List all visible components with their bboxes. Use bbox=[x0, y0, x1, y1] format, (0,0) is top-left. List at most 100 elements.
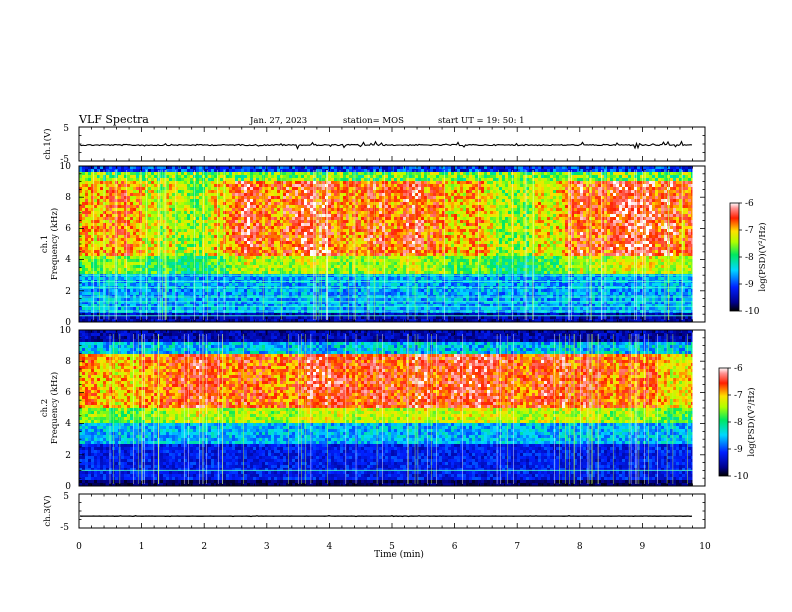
spectrogram-cell bbox=[247, 169, 250, 172]
ch1-spectrogram-image bbox=[79, 166, 705, 322]
spectrogram-cell bbox=[322, 184, 325, 187]
spectrogram-cell bbox=[244, 178, 247, 181]
spectrogram-cell bbox=[292, 268, 295, 271]
spectrogram-cell bbox=[127, 307, 130, 310]
spectrogram-cell bbox=[322, 169, 325, 172]
spectrogram-cell bbox=[100, 205, 103, 208]
spectrogram-cell bbox=[94, 208, 97, 211]
spectrogram-cell bbox=[202, 205, 205, 208]
spectrogram-cell bbox=[286, 277, 289, 280]
spectrogram-cell bbox=[136, 271, 139, 274]
spectrogram-cell bbox=[346, 283, 349, 286]
spectrogram-cell bbox=[304, 247, 307, 250]
spectrogram-cell bbox=[343, 253, 346, 256]
spectrogram-cell bbox=[328, 298, 331, 301]
spectrogram-cell bbox=[280, 211, 283, 214]
spectrogram-cell bbox=[220, 238, 223, 241]
spectrogram-cell bbox=[256, 262, 259, 265]
spectrogram-cell bbox=[235, 307, 238, 310]
spectrogram-cell bbox=[211, 244, 214, 247]
spectrogram-cell bbox=[214, 202, 217, 205]
spectrogram-cell bbox=[169, 178, 172, 181]
spectrogram-cell bbox=[196, 259, 199, 262]
spectrogram-cell bbox=[292, 172, 295, 175]
spectrogram-cell bbox=[256, 316, 259, 319]
spectrogram-cell bbox=[277, 223, 280, 226]
spectrogram-cell bbox=[169, 217, 172, 220]
spectrogram-cell bbox=[112, 175, 115, 178]
spectrogram-cell bbox=[148, 181, 151, 184]
spectrogram-cell bbox=[112, 271, 115, 274]
spectrogram-cell bbox=[223, 253, 226, 256]
spectrogram-cell bbox=[184, 172, 187, 175]
spectrogram-cell bbox=[118, 208, 121, 211]
spectrogram-cell bbox=[169, 181, 172, 184]
spectrogram-cell bbox=[178, 316, 181, 319]
spectrogram-cell bbox=[121, 283, 124, 286]
spectrogram-cell bbox=[268, 268, 271, 271]
spectrogram-cell bbox=[259, 196, 262, 199]
spectrogram-cell bbox=[319, 298, 322, 301]
spectrogram-cell bbox=[253, 217, 256, 220]
spectrogram-cell bbox=[229, 196, 232, 199]
spectrogram-cell bbox=[265, 193, 268, 196]
spectrogram-cell bbox=[169, 211, 172, 214]
spectrogram-cell bbox=[187, 265, 190, 268]
spectrogram-cell bbox=[307, 220, 310, 223]
spectrogram-cell bbox=[139, 256, 142, 259]
spectrogram-cell bbox=[271, 283, 274, 286]
spectrogram-cell bbox=[196, 187, 199, 190]
spectrogram-cell bbox=[352, 190, 355, 193]
spectrogram-cell bbox=[169, 271, 172, 274]
spectrogram-cell bbox=[184, 196, 187, 199]
spectrogram-cell bbox=[184, 184, 187, 187]
spectrogram-cell bbox=[310, 220, 313, 223]
spectrogram-cell bbox=[199, 196, 202, 199]
spectrogram-cell bbox=[238, 283, 241, 286]
spectrogram-cell bbox=[88, 292, 91, 295]
spectrogram-cell bbox=[352, 244, 355, 247]
spectrogram-cell bbox=[277, 184, 280, 187]
spectrogram-cell bbox=[307, 226, 310, 229]
spectrogram-cell bbox=[130, 202, 133, 205]
spectrogram-cell bbox=[169, 310, 172, 313]
spectrogram-cell bbox=[103, 217, 106, 220]
spectrogram-cell bbox=[256, 181, 259, 184]
spectrogram-cell bbox=[301, 277, 304, 280]
spectrogram-cell bbox=[319, 256, 322, 259]
start-time-label: start UT = 19: 50: 1 bbox=[438, 116, 525, 126]
spectrogram-cell bbox=[322, 247, 325, 250]
spectrogram-cell bbox=[235, 229, 238, 232]
spectrogram-cell bbox=[232, 187, 235, 190]
spectrogram-cell bbox=[211, 253, 214, 256]
spectrogram-cell bbox=[172, 250, 175, 253]
spectrogram-cell bbox=[181, 178, 184, 181]
spectrogram-cell bbox=[169, 172, 172, 175]
spectrogram-cell bbox=[292, 175, 295, 178]
spectrogram-cell bbox=[331, 256, 334, 259]
spectrogram-cell bbox=[187, 235, 190, 238]
spectrogram-cell bbox=[244, 250, 247, 253]
spectrogram-cell bbox=[238, 253, 241, 256]
spectrogram-cell bbox=[304, 196, 307, 199]
spectrogram-cell bbox=[262, 250, 265, 253]
spectrogram-cell bbox=[334, 298, 337, 301]
spectrogram-cell bbox=[295, 193, 298, 196]
spectrogram-cell bbox=[277, 172, 280, 175]
spectrogram-cell bbox=[112, 196, 115, 199]
spectrogram-cell bbox=[178, 202, 181, 205]
spectrogram-cell bbox=[154, 256, 157, 259]
spectrogram-cell bbox=[322, 226, 325, 229]
spectrogram-cell bbox=[340, 310, 343, 313]
spectrogram-cell bbox=[331, 232, 334, 235]
spectrogram-cell bbox=[199, 217, 202, 220]
spectrogram-cell bbox=[283, 214, 286, 217]
spectrogram-cell bbox=[142, 172, 145, 175]
spectrogram-cell bbox=[238, 214, 241, 217]
spectrogram-cell bbox=[280, 244, 283, 247]
spectrogram-cell bbox=[196, 205, 199, 208]
spectrogram-cell bbox=[82, 283, 85, 286]
spectrogram-cell bbox=[283, 253, 286, 256]
spectrogram-cell bbox=[229, 208, 232, 211]
spectrogram-cell bbox=[214, 199, 217, 202]
